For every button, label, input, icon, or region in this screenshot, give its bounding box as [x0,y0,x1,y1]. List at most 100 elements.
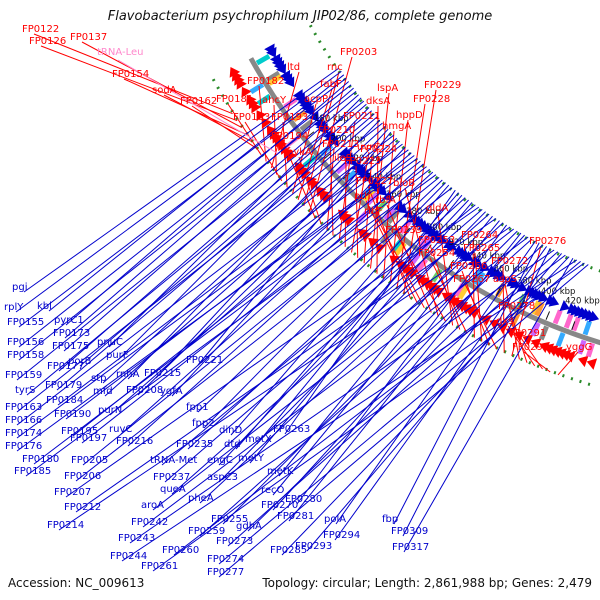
forward-gene-leader-line [363,153,373,264]
reverse-gene-label: FP0158 [7,350,44,361]
kbp-tick-mark [545,311,550,320]
reverse-gene-label: FP0177 [47,361,84,372]
label-lines [15,33,589,578]
reverse-gene-label: metX [245,434,272,445]
forward-gene-leader-line [383,130,395,279]
forward-gene-label: fabF [320,79,342,90]
forward-gene-label: FP0182 [247,76,284,87]
forward-cog-block [408,252,421,267]
reverse-gene-leader-line [247,244,544,532]
forward-gene-arrow [522,334,534,346]
reverse-gene-label: FP0294 [323,530,360,541]
reverse-cog-block [343,169,357,184]
reverse-gene-arrow [516,281,528,292]
forward-gene-arrow [552,346,563,358]
forward-gene-label: FP0229 [424,80,461,91]
reverse-gene-arrow [537,290,549,302]
reverse-gene-label: FP0259 [188,526,225,537]
reverse-gene-leader-line [16,149,409,439]
reverse-gene-leader-line [127,119,381,380]
forward-gene-label: FP0137 [70,32,107,43]
reverse-gene-leader-line [120,163,424,435]
reverse-gene-label: FP0206 [64,471,101,482]
reverse-gene-label: aroA [141,500,164,511]
forward-gene-leader-line [338,120,356,242]
reverse-gene-label: FP0179 [45,380,82,391]
forward-gene-label: FP0267 [453,274,490,285]
forward-gene-leader-line [258,85,267,162]
reverse-gene-label: FP0175 [52,341,89,352]
forward-gene-leader-line [227,103,262,156]
trna-leu-leader-line [117,59,278,154]
forward-gene-arrow [556,348,567,360]
reverse-cog-block [383,207,397,222]
reverse-gene-label: FP0263 [273,424,310,435]
reverse-gene-arrow [346,155,357,166]
forward-gene-label: FP0239 [385,225,422,236]
reverse-gene-label: porB [68,356,92,367]
kbp-tick-label: 420 kbp [565,297,600,307]
reverse-gene-leader-line [117,107,370,361]
reverse-gene-label: FP0261 [141,561,178,572]
reverse-cog-block [582,320,592,336]
reverse-gene-label: FP0207 [54,487,91,498]
reverse-gene-leader-line [16,157,418,452]
reverse-cog-block [363,189,377,203]
reverse-gene-leader-line [161,204,476,466]
reverse-cog-block [265,70,281,83]
reverse-gene-label: pheA [188,493,214,504]
reverse-gene-label: FP0260 [162,545,199,556]
forward-gene-label: FP0211 [343,111,380,122]
reverse-gene-label: FP0156 [7,337,44,348]
reverse-gene-label: rplY [4,302,24,313]
reverse-cog-block [255,53,271,66]
forward-gene-label: FP0228 [413,94,450,105]
forward-cog-block [577,339,587,355]
reverse-gene-leader-line [218,264,589,578]
reverse-gene-leader-line [334,246,548,541]
forward-gene-label: FP0203 [340,47,377,58]
forward-cog-block [585,342,595,358]
forward-gene-label: FP0266 [450,261,487,272]
reverse-gene-leader-line [155,128,389,379]
reverse-gene-leader-line [64,87,354,339]
reverse-gene-leader-line [23,67,340,293]
forward-gene-leader-line [523,351,551,373]
forward-gene-label: rbfA [375,195,396,206]
forward-gene-label: FP0183 [233,112,270,123]
forward-gene-leader-line [244,121,283,182]
forward-gene-leader-line [472,239,475,338]
reverse-gene-leader-line [18,84,352,348]
forward-gene-leader-line [297,88,333,200]
forward-gene-arrow [586,358,598,370]
reverse-gene-label: FP0159 [5,370,42,381]
reverse-gene-label: polA [324,514,346,525]
reverse-gene-arrow [495,270,507,281]
reverse-gene-label: FP0277 [207,567,244,578]
forward-gene-arrow [514,331,525,343]
forward-cog-block [457,285,470,300]
kbp-tick-mark [571,321,576,331]
forward-gene-leader-line [474,252,483,342]
reverse-gene-label: dinD [219,425,242,436]
reverse-gene-arrow [275,63,287,75]
forward-gene-label: FP0253 [418,235,455,246]
reverse-gene-label: FP0235 [176,439,213,450]
reverse-gene-leader-line [235,192,459,450]
reverse-gene-leader-line [82,177,440,466]
reverse-gene-leader-line [129,249,555,544]
reverse-gene-leader-line [187,197,466,450]
reverse-gene-label: FP0176 [5,441,42,452]
reverse-gene-label: FP0180 [22,454,59,465]
reverse-gene-leader-line [18,91,357,361]
forward-gene-leader-line [282,140,316,219]
reverse-cog-block [299,119,314,132]
reverse-gene-label: fpp1 [186,402,209,413]
reverse-gene-leader-line [296,224,507,505]
reverse-gene-label: engC [207,455,233,466]
forward-gene-label: FP0223 [344,156,381,167]
reverse-gene-leader-line [65,206,480,498]
forward-gene-arrow [543,343,555,355]
reverse-cog-block [335,161,349,175]
forward-gene-label: FP0278 [498,301,535,312]
